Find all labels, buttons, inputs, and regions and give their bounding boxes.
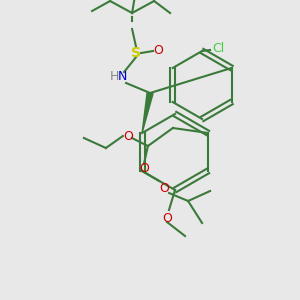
Text: O: O (139, 161, 149, 175)
Text: O: O (153, 44, 163, 58)
Text: H: H (110, 70, 119, 83)
Text: O: O (159, 182, 169, 196)
Text: O: O (123, 130, 133, 142)
Text: N: N (117, 70, 127, 83)
Polygon shape (142, 92, 153, 133)
Text: S: S (131, 46, 141, 60)
Text: O: O (162, 212, 172, 224)
Text: Cl: Cl (212, 43, 224, 56)
